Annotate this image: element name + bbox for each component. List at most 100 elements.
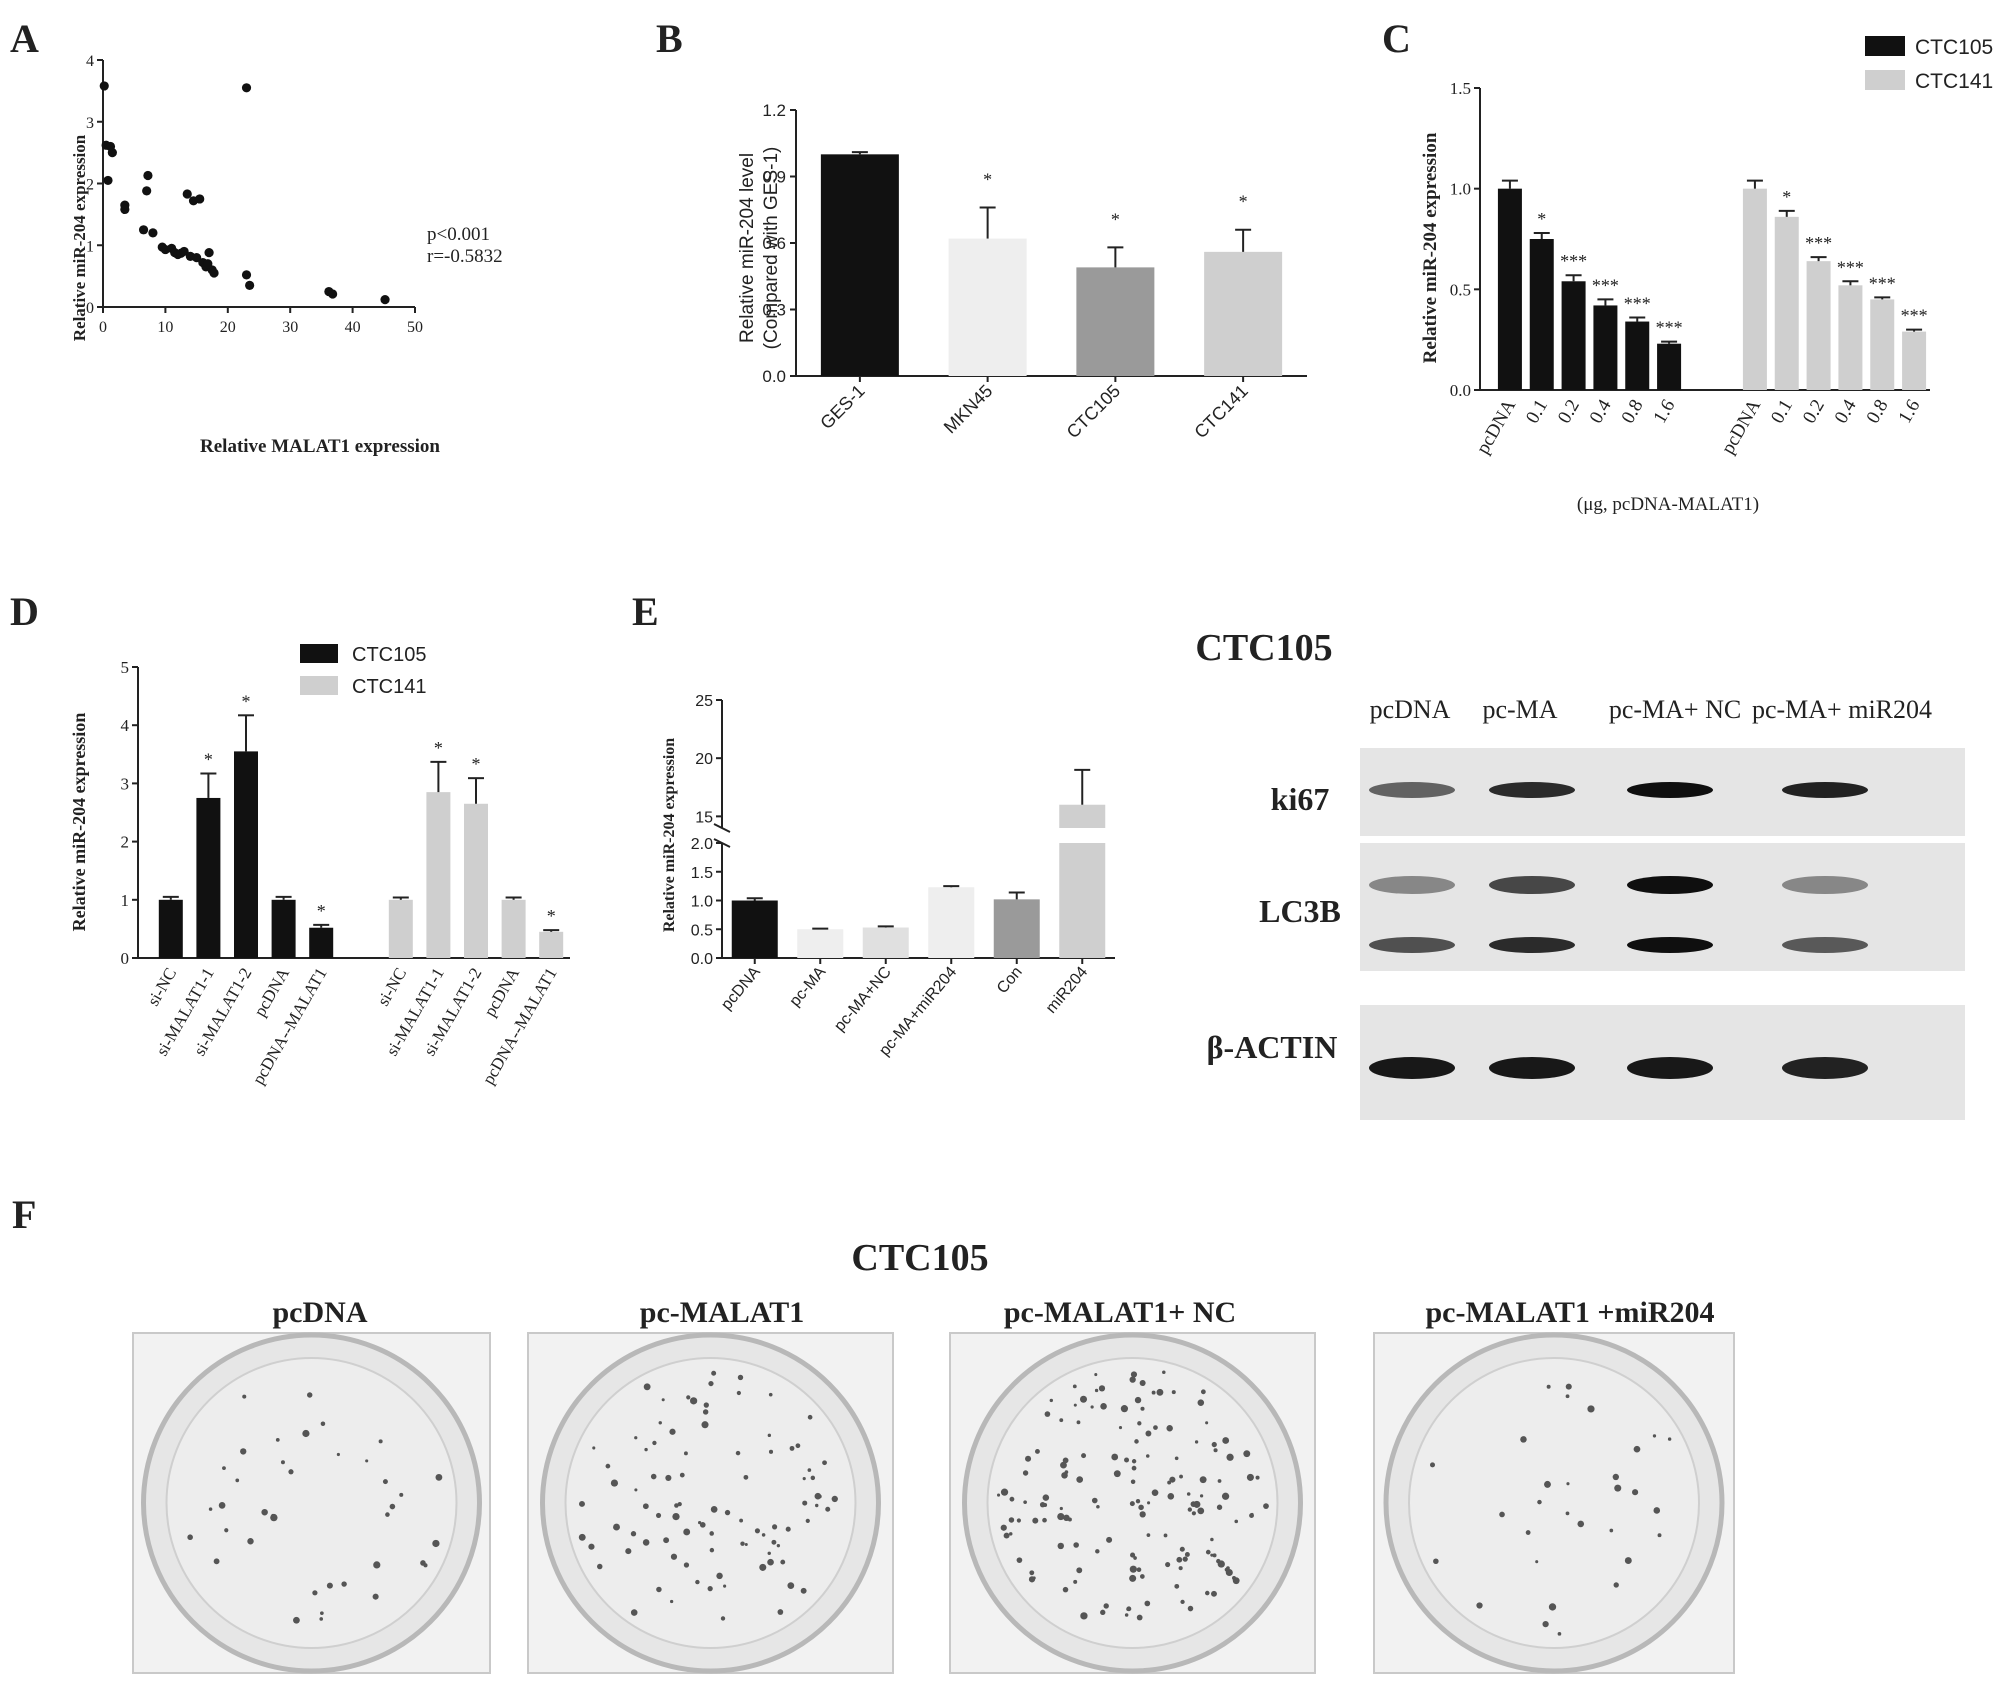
colony-dot xyxy=(1003,1532,1010,1539)
colony-dot xyxy=(997,1493,1001,1497)
colony-dot xyxy=(1542,1621,1549,1628)
colony-dot xyxy=(578,1500,585,1507)
colony-dot xyxy=(709,1531,714,1536)
c-y-tick-label: 0.5 xyxy=(1450,280,1471,299)
colony-dot xyxy=(703,1402,709,1408)
c-bar xyxy=(1902,331,1927,390)
colony-dot xyxy=(1210,1537,1214,1542)
colony-well xyxy=(1408,1357,1700,1649)
colony-dot xyxy=(644,1447,648,1452)
colony-dot xyxy=(634,1488,638,1492)
blot-row-label-lc3b: LC3B xyxy=(1259,893,1341,929)
e-y-tick-label: 0.0 xyxy=(691,951,713,968)
colony-dot xyxy=(1133,1556,1137,1560)
colony-dot xyxy=(235,1478,240,1483)
colony-dot xyxy=(785,1526,791,1532)
b-x-tick-label: GES-1 xyxy=(816,381,868,433)
colony-dot xyxy=(1667,1437,1672,1441)
c-x-tick-label: 0.1 xyxy=(1767,396,1797,427)
d-bar xyxy=(426,792,451,958)
colony-dot xyxy=(1565,1511,1570,1516)
a-annotation-p: p<0.001 xyxy=(427,224,490,245)
colony-dot xyxy=(1200,1389,1206,1395)
colony-dot xyxy=(1135,1499,1141,1504)
d-bar xyxy=(234,751,258,958)
blot-band-actin xyxy=(1489,1057,1575,1079)
panel-c-bar-chart: CTC105 CTC141 Relative miR-204 expressio… xyxy=(1420,36,1993,515)
a-scatter-point xyxy=(380,294,390,305)
c-significance-label: *** xyxy=(1560,251,1587,271)
colony-dot xyxy=(683,1562,690,1568)
colony-dot xyxy=(224,1528,229,1533)
colony-dot xyxy=(1199,1476,1207,1484)
e-y-tick-label: 25 xyxy=(695,693,713,710)
colony-dot xyxy=(588,1543,595,1550)
blot-band-lc3b-upper xyxy=(1369,876,1455,894)
colony-dot xyxy=(777,1609,784,1615)
colony-dot xyxy=(723,1584,727,1588)
colony-dot xyxy=(613,1523,620,1531)
a-annotation-r: r=-0.5832 xyxy=(427,246,503,267)
colony-formation: CTC105 pcDNA pc-MALAT1 pc-MALAT1+ NC pc-… xyxy=(132,1237,1735,1674)
colony-dot xyxy=(679,1472,685,1478)
colony-dot xyxy=(630,1609,638,1616)
colony-dot xyxy=(1176,1556,1183,1563)
colony-label: pc-MALAT1 xyxy=(640,1296,804,1329)
a-scatter-point xyxy=(148,228,158,238)
colony-dot xyxy=(1633,1445,1641,1453)
c-bar xyxy=(1870,299,1895,390)
colony-dot xyxy=(818,1494,822,1499)
a-y-tick-label: 3 xyxy=(86,115,94,132)
colony-dot xyxy=(642,1503,649,1510)
colony-dot xyxy=(1032,1517,1039,1524)
colony-dot xyxy=(810,1475,816,1481)
colony-dot xyxy=(1174,1456,1179,1461)
colony-dot xyxy=(319,1617,324,1621)
colony-dot xyxy=(1179,1546,1185,1552)
colony-dot xyxy=(739,1518,744,1523)
colony-dot xyxy=(1136,1567,1142,1573)
c-significance-label: *** xyxy=(1869,273,1896,293)
a-scatter-point xyxy=(204,248,214,258)
blot-band-ki67 xyxy=(1489,782,1575,798)
colony-dot xyxy=(1525,1530,1531,1535)
colony-dot xyxy=(1023,1500,1027,1504)
c-y-tick-label: 0.0 xyxy=(1450,381,1471,400)
b-y-tick-label: 1.2 xyxy=(762,101,786,120)
colony-dot xyxy=(1057,1513,1065,1521)
b-bar xyxy=(820,154,899,376)
c-bar xyxy=(1497,188,1522,390)
c-bar xyxy=(1838,285,1863,390)
colony-dot xyxy=(222,1466,226,1470)
colony-dot xyxy=(698,1520,702,1525)
colony-dot xyxy=(1546,1384,1551,1389)
colony-dot xyxy=(610,1479,619,1487)
colony-dot xyxy=(1613,1582,1619,1588)
colony-dot xyxy=(643,1383,651,1391)
e-bar xyxy=(928,887,975,958)
c-x-tick-label: 0.4 xyxy=(1586,396,1616,428)
colony-dot xyxy=(1081,1453,1087,1459)
colony-dot xyxy=(1217,1560,1225,1568)
colony-dot xyxy=(1216,1504,1223,1510)
colony-dot xyxy=(373,1561,381,1569)
colony-dot xyxy=(1255,1475,1260,1480)
a-scatter-point xyxy=(105,141,116,152)
colony-dot xyxy=(312,1590,318,1596)
colony-dot xyxy=(1210,1553,1214,1557)
colony-dot xyxy=(1145,1430,1152,1437)
colony-dot xyxy=(597,1563,603,1570)
c-legend-label-ctc141: CTC141 xyxy=(1915,70,1993,93)
colony-dot xyxy=(187,1534,193,1541)
a-y-tick-label: 2 xyxy=(86,177,94,194)
d-y-tick-label: 2 xyxy=(121,833,130,852)
blot-lane-label: pcDNA xyxy=(1370,695,1451,724)
a-y-tick-label: 0 xyxy=(86,300,94,317)
colony-dot xyxy=(336,1452,340,1457)
colony-dot xyxy=(1199,1494,1204,1498)
colony-dot xyxy=(1197,1399,1205,1406)
colony-dot xyxy=(1184,1552,1190,1557)
colony-dot xyxy=(1072,1384,1077,1389)
colony-dot xyxy=(1174,1583,1180,1589)
colony-dot xyxy=(831,1495,838,1503)
